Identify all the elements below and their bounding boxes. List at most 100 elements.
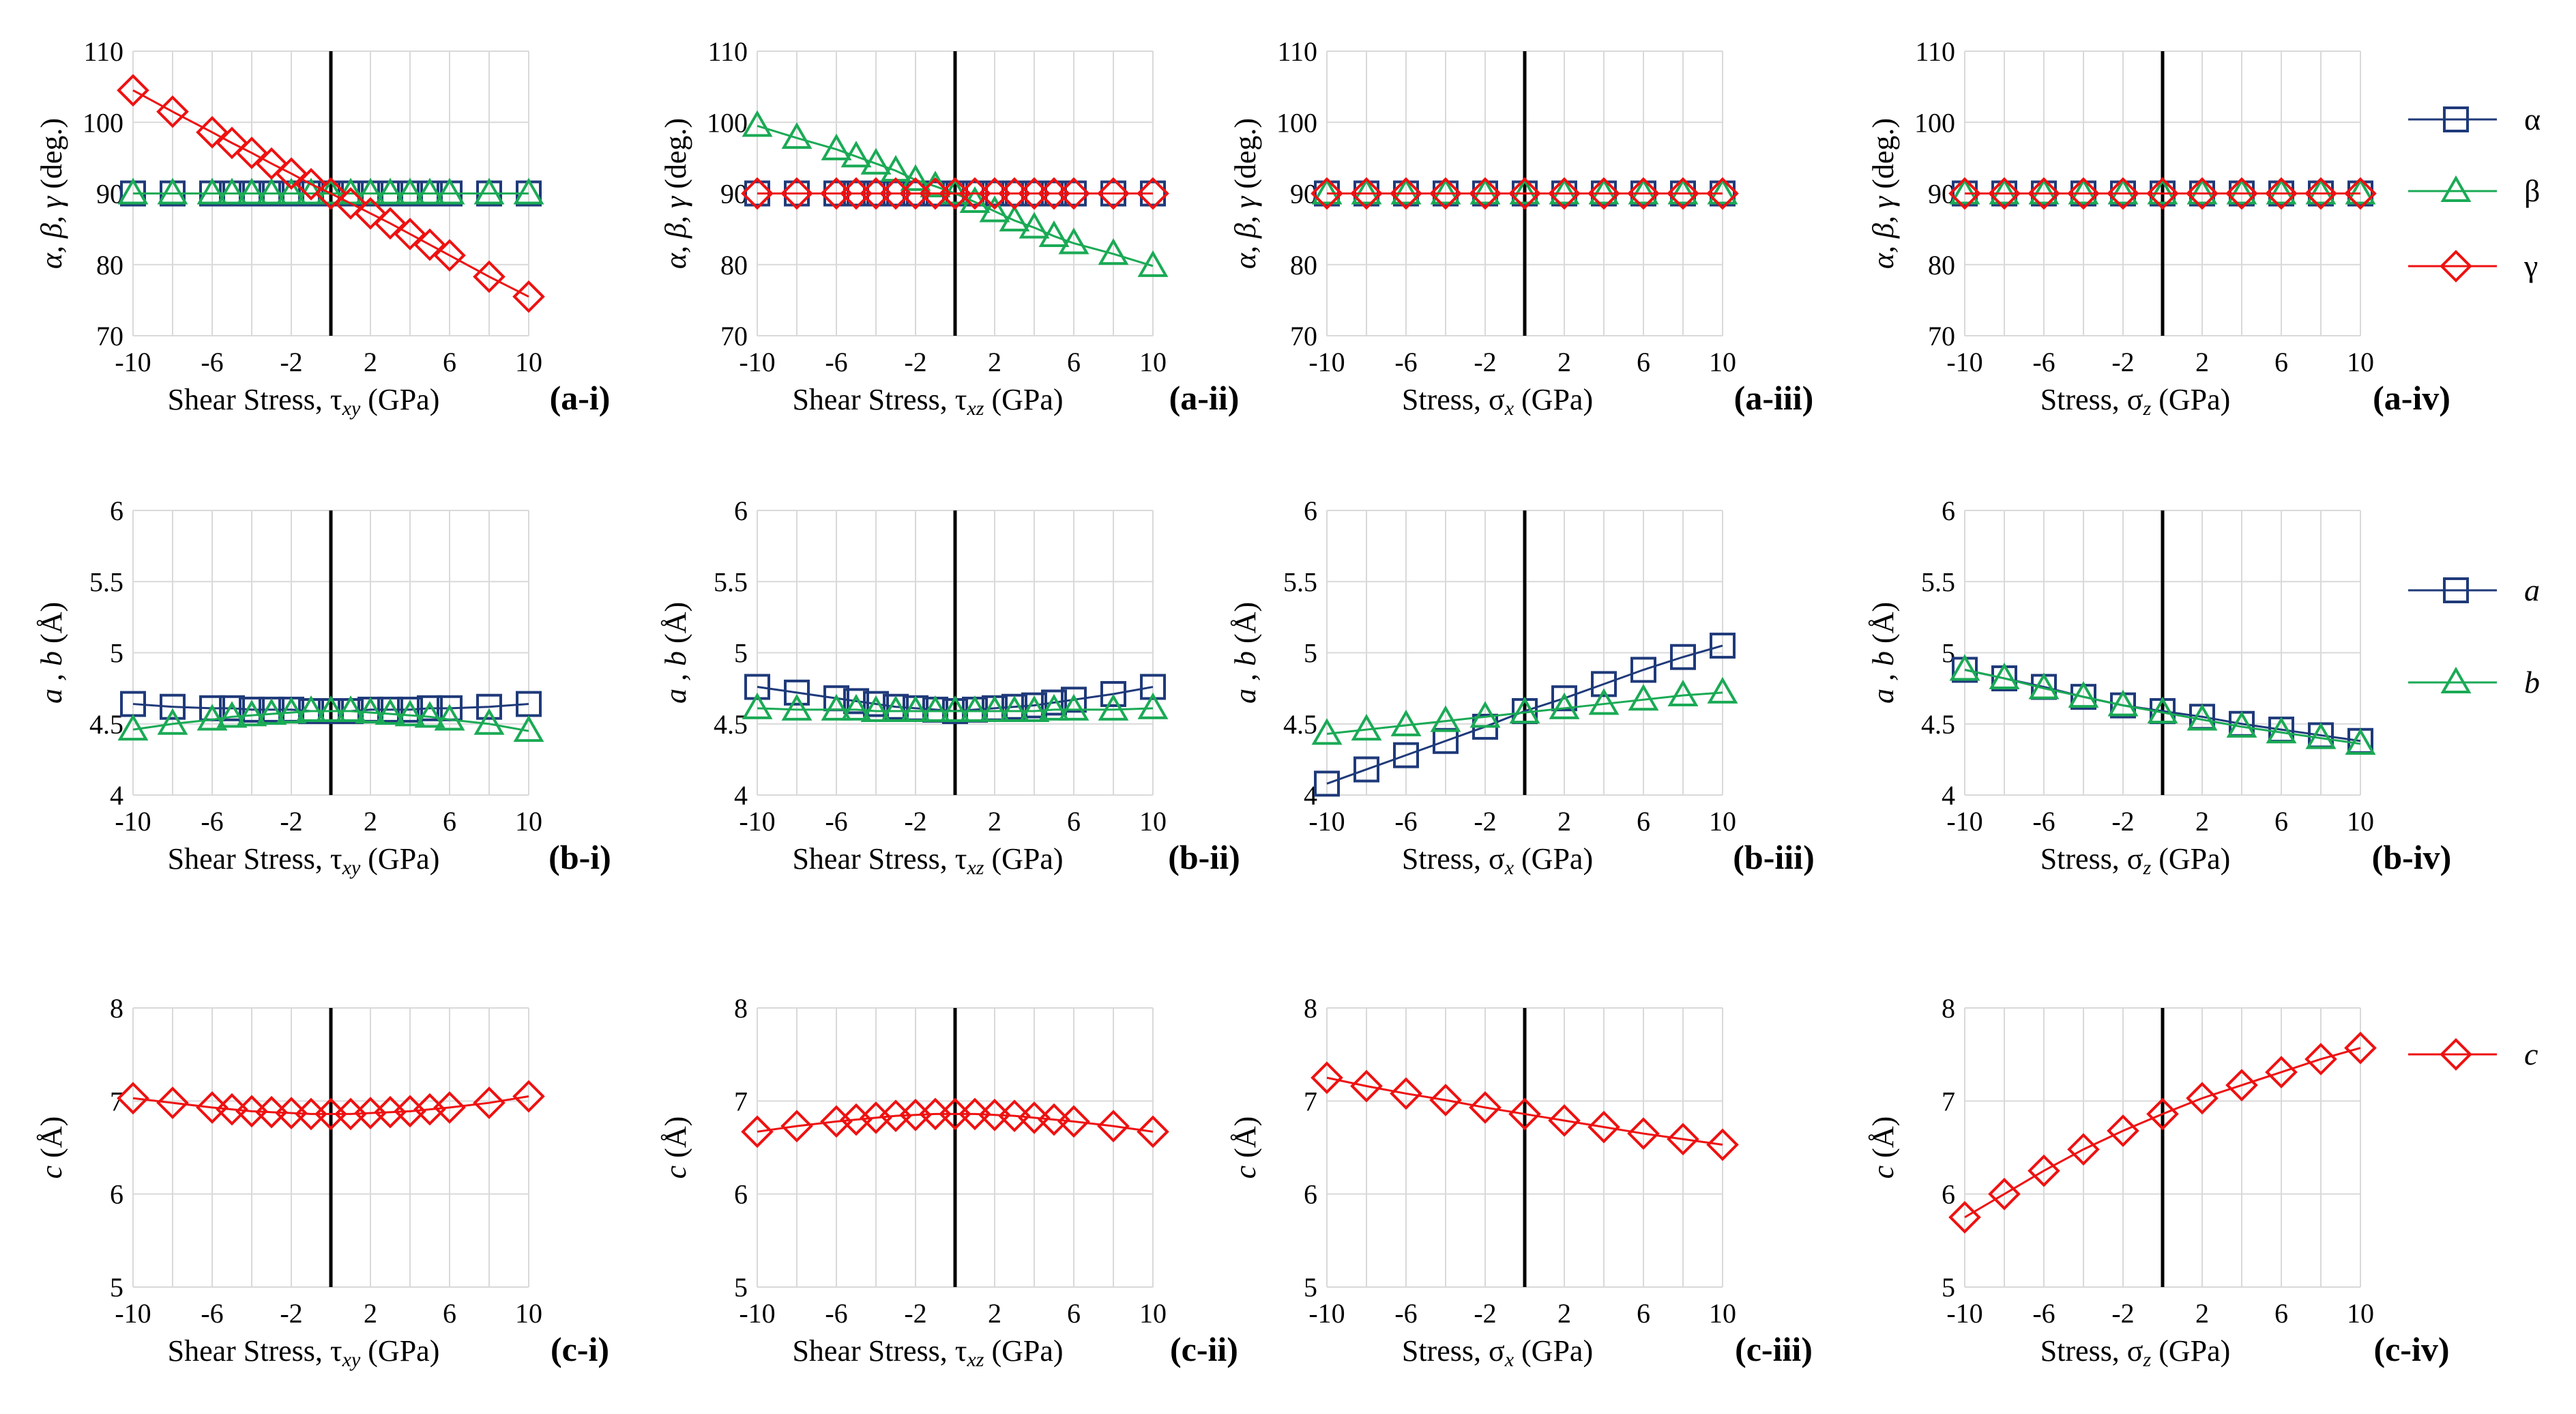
data-point-gamma xyxy=(780,1110,813,1142)
data-point-gamma xyxy=(2186,1082,2219,1115)
data-point-alpha xyxy=(417,695,443,721)
x-tick-label: 6 xyxy=(1637,347,1650,377)
y-axis-title: a , b (Å) xyxy=(35,602,68,704)
data-point-beta xyxy=(1628,177,1659,205)
data-point-alpha xyxy=(476,693,502,720)
y-tick-label: 5.5 xyxy=(89,566,123,597)
data-point-gamma xyxy=(1311,1061,1343,1095)
x-tick-label: 10 xyxy=(2347,1298,2374,1329)
x-tick-label: 10 xyxy=(1709,806,1736,837)
data-point-beta xyxy=(157,708,188,735)
x-tick-label: 2 xyxy=(364,347,377,377)
y-axis-title: α, β, γ (deg.) xyxy=(659,118,692,269)
x-tick-label: -6 xyxy=(825,806,847,837)
x-tick-label: 2 xyxy=(2195,1298,2209,1329)
data-point-beta xyxy=(2266,177,2297,205)
chart-panel-c-iii: 5 6 7 8 -10 -6 -2 2 6 10 Stress, σx (GPa) c (Å) (c-i… xyxy=(1229,993,1813,1371)
data-point-gamma xyxy=(2265,1056,2298,1088)
data-point-alpha xyxy=(1041,689,1067,716)
data-point-gamma xyxy=(1587,177,1620,210)
x-tick-label: -6 xyxy=(2032,1298,2055,1329)
y-tick-label: 80 xyxy=(96,250,123,280)
x-tick-label: -6 xyxy=(2032,806,2055,837)
y-tick-label: 4 xyxy=(110,780,123,811)
data-point-beta xyxy=(2028,672,2060,699)
data-point-gamma xyxy=(156,1086,189,1119)
legend-row-3: c xyxy=(2408,1037,2538,1071)
data-point-beta xyxy=(2186,704,2218,731)
data-point-gamma xyxy=(314,177,347,210)
data-point-gamma xyxy=(2225,1069,2258,1101)
data-point-gamma xyxy=(374,207,407,240)
y-tick-label: 110 xyxy=(1915,36,1955,67)
legend-label-beta: β xyxy=(2524,173,2540,208)
data-point-beta xyxy=(315,177,347,205)
x-tick-label: -10 xyxy=(115,1298,151,1329)
x-tick-label: 10 xyxy=(515,806,542,837)
legend-label-beta: b xyxy=(2524,665,2540,699)
data-point-gamma xyxy=(2146,177,2179,210)
x-tick-label: 2 xyxy=(364,806,377,837)
data-point-beta xyxy=(414,701,445,728)
series-line-beta xyxy=(1326,691,1723,735)
y-tick-label: 4 xyxy=(734,780,748,811)
x-axis-title: Shear Stress, τxz (GPa) xyxy=(792,842,1063,879)
data-point-alpha xyxy=(1551,685,1577,712)
x-tick-label: -2 xyxy=(280,347,302,377)
y-tick-label: 4 xyxy=(1942,780,1955,811)
data-point-beta xyxy=(256,698,287,725)
x-tick-label: 10 xyxy=(515,1298,542,1329)
y-tick-label: 100 xyxy=(1914,107,1955,138)
data-point-gamma xyxy=(1137,1115,1169,1149)
data-point-beta xyxy=(276,177,307,205)
data-point-gamma xyxy=(196,116,229,149)
data-point-gamma xyxy=(2304,1043,2337,1076)
data-point-beta xyxy=(1628,684,1659,711)
data-point-beta xyxy=(295,695,327,722)
data-point-gamma xyxy=(1627,177,1660,210)
data-point-alpha xyxy=(1314,770,1340,797)
legend-marker-gamma xyxy=(2440,1038,2472,1071)
y-tick-label: 5.5 xyxy=(714,566,748,597)
data-point-beta xyxy=(2107,689,2139,717)
data-point-beta xyxy=(821,133,852,160)
data-point-beta xyxy=(1038,220,1070,248)
data-point-beta xyxy=(117,177,149,205)
data-point-gamma xyxy=(473,1086,506,1119)
x-tick-label: -10 xyxy=(115,347,151,377)
y-tick-label: 8 xyxy=(110,993,123,1024)
data-point-beta xyxy=(1509,177,1540,205)
y-tick-label: 110 xyxy=(83,36,123,67)
data-point-gamma xyxy=(1350,177,1383,210)
y-tick-label: 70 xyxy=(1290,321,1317,351)
data-point-beta xyxy=(335,695,366,722)
y-tick-label: 7 xyxy=(734,1086,748,1116)
x-tick-label: -2 xyxy=(280,1298,302,1329)
y-axis-title: c (Å) xyxy=(1867,1116,1900,1179)
y-axis-title: c (Å) xyxy=(1229,1116,1262,1179)
x-tick-label: -10 xyxy=(739,806,775,837)
x-tick-label: 10 xyxy=(1139,1298,1167,1329)
x-tick-label: -2 xyxy=(904,806,926,837)
data-point-beta xyxy=(473,708,505,735)
legend-row-2: ab xyxy=(2408,573,2540,699)
x-tick-label: 6 xyxy=(443,347,456,377)
data-point-beta xyxy=(394,699,426,727)
panel-label: (b-iii) xyxy=(1733,838,1814,876)
x-tick-label: -2 xyxy=(2111,1298,2134,1329)
data-point-beta xyxy=(840,693,872,721)
panel-label: (a-iii) xyxy=(1734,379,1814,417)
y-tick-label: 80 xyxy=(720,250,748,280)
data-point-gamma xyxy=(1706,1128,1739,1162)
data-point-beta xyxy=(276,697,307,724)
data-point-beta xyxy=(2147,177,2178,205)
data-point-alpha xyxy=(1140,674,1166,700)
data-point-gamma xyxy=(196,1091,229,1124)
x-tick-label: 2 xyxy=(988,806,1001,837)
chart-panel-c-i: 5 6 7 8 -10 -6 -2 2 6 10 Shear Stress, τxy (GPa) c … xyxy=(35,993,609,1371)
data-point-gamma xyxy=(2107,1114,2139,1147)
data-point-beta xyxy=(1667,680,1699,707)
